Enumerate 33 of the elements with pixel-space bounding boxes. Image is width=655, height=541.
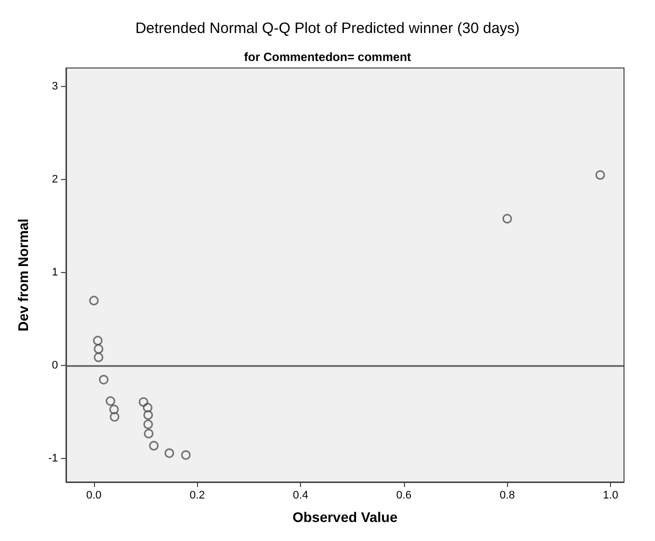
y-tick-label: -1 <box>48 452 58 465</box>
x-tick-label: 1.0 <box>602 490 618 502</box>
point <box>164 448 174 458</box>
x-tick-label: 0.6 <box>396 490 412 502</box>
point <box>595 170 605 180</box>
point <box>142 402 152 412</box>
point <box>110 412 120 422</box>
point <box>94 344 104 354</box>
y-tick-label: 0 <box>52 360 58 372</box>
y-tick-label: 3 <box>52 80 58 93</box>
x-tick-label: 0.8 <box>500 490 515 502</box>
point <box>89 296 99 306</box>
point <box>138 397 148 407</box>
y-tick-label: 2 <box>52 174 58 186</box>
point <box>181 450 191 460</box>
y-axis-title: Dev from Normal <box>15 218 31 332</box>
point <box>143 420 153 430</box>
y-tick-label: 1 <box>52 266 58 279</box>
x-tick-label: 0.4 <box>292 490 308 502</box>
point <box>143 410 153 420</box>
point <box>98 374 108 384</box>
x-axis-title: Observed Value <box>292 509 398 525</box>
point <box>109 404 119 414</box>
point <box>106 396 116 406</box>
x-tick-label: 0.2 <box>190 490 205 502</box>
chart-title: Detrended Normal Q-Q Plot of Predicted winner (30 days) <box>135 20 520 37</box>
point <box>149 440 159 450</box>
point <box>94 352 104 362</box>
point <box>144 428 154 438</box>
x-tick-label: 0.0 <box>86 490 102 502</box>
point <box>93 336 103 346</box>
point <box>502 214 512 224</box>
chart-subtitle: for Commentedon= comment <box>244 50 412 64</box>
